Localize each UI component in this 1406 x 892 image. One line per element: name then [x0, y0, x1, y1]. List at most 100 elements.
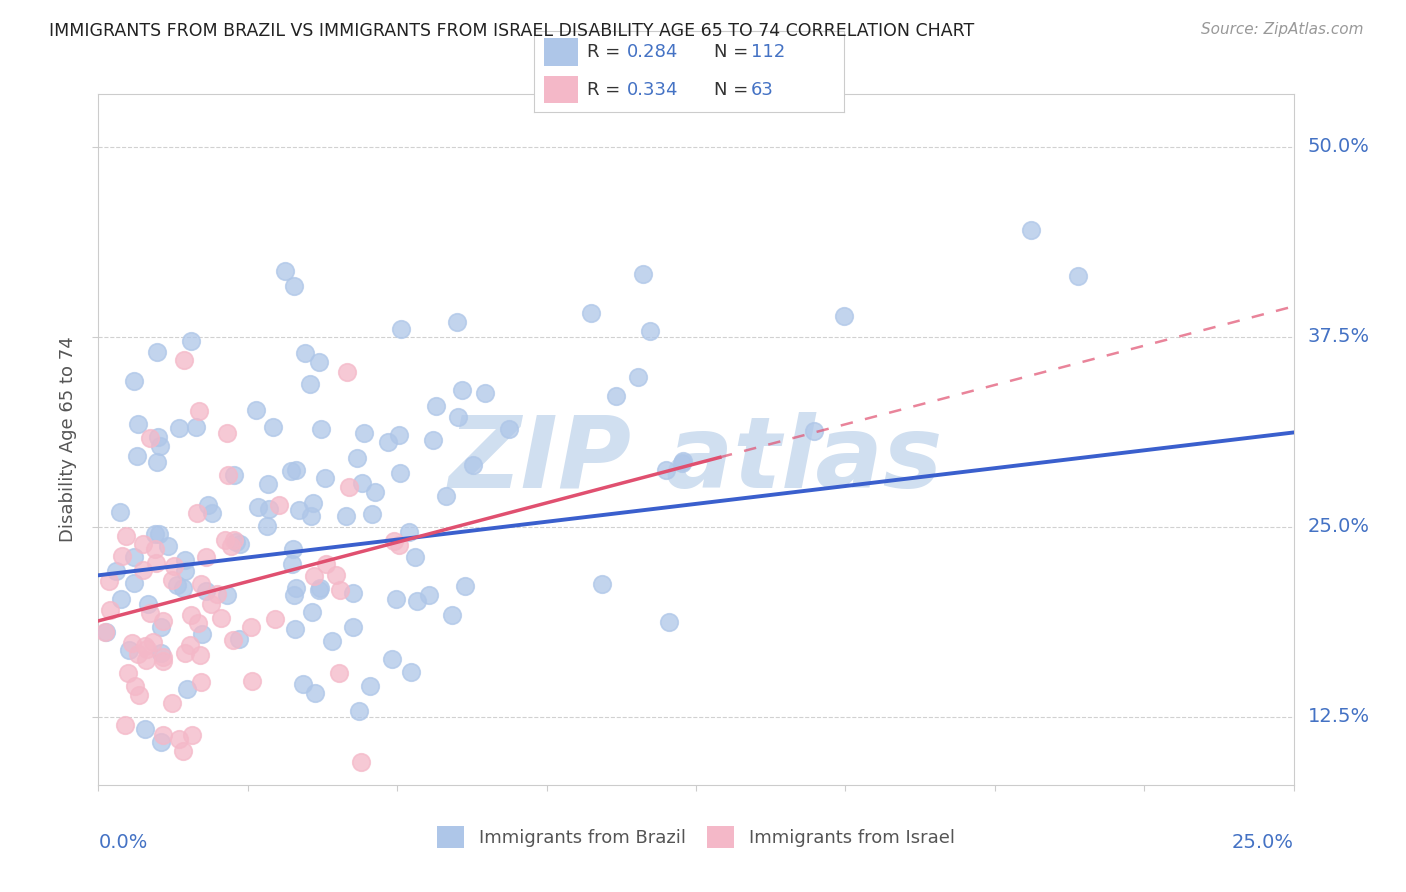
Point: [581, 306, 603, 320]
Point: [1019, 223, 1042, 237]
Point: [638, 324, 661, 338]
Point: [389, 321, 412, 335]
Point: [108, 505, 131, 519]
Point: [152, 654, 174, 668]
Point: [118, 642, 141, 657]
Point: [132, 536, 155, 550]
Point: [215, 588, 238, 602]
Point: [224, 533, 246, 548]
Point: [299, 377, 322, 392]
Point: [173, 553, 195, 567]
Point: [135, 653, 157, 667]
Point: [143, 542, 166, 557]
Point: [205, 587, 228, 601]
Point: [167, 421, 190, 435]
Point: [190, 577, 212, 591]
Point: [342, 620, 364, 634]
Point: [191, 627, 214, 641]
Point: [125, 450, 148, 464]
Point: [127, 647, 149, 661]
Point: [94, 625, 117, 640]
Text: R =: R =: [586, 43, 626, 61]
Point: [145, 556, 167, 570]
Point: [152, 728, 174, 742]
Point: [1067, 268, 1090, 283]
Point: [352, 475, 374, 490]
Point: [304, 568, 326, 582]
Point: [152, 650, 174, 665]
Point: [134, 722, 156, 736]
Point: [184, 420, 207, 434]
Point: [440, 607, 463, 622]
Point: [219, 540, 242, 554]
Point: [214, 533, 236, 547]
Point: [627, 369, 650, 384]
Point: [114, 718, 136, 732]
Point: [149, 646, 172, 660]
Point: [172, 581, 194, 595]
Point: [98, 603, 121, 617]
Point: [149, 439, 172, 453]
Point: [315, 557, 337, 571]
Point: [605, 389, 627, 403]
Text: 37.5%: 37.5%: [1308, 327, 1369, 346]
Point: [228, 632, 250, 647]
Point: [301, 605, 323, 619]
Point: [174, 647, 197, 661]
Point: [308, 355, 330, 369]
Point: [349, 704, 371, 718]
Point: [404, 549, 426, 564]
Text: 63: 63: [751, 81, 773, 99]
Point: [301, 496, 323, 510]
Text: N =: N =: [714, 43, 754, 61]
Text: IMMIGRANTS FROM BRAZIL VS IMMIGRANTS FROM ISRAEL DISABILITY AGE 65 TO 74 CORRELA: IMMIGRANTS FROM BRAZIL VS IMMIGRANTS FRO…: [49, 22, 974, 40]
Point: [242, 674, 264, 689]
Point: [337, 480, 360, 494]
Point: [217, 468, 239, 483]
Point: [105, 564, 128, 578]
Point: [225, 535, 247, 549]
Point: [281, 541, 304, 556]
Point: [139, 431, 162, 445]
Point: [342, 586, 364, 600]
Point: [152, 614, 174, 628]
Point: [388, 427, 411, 442]
Point: [671, 453, 693, 467]
Point: [399, 665, 422, 679]
Point: [98, 574, 121, 588]
Text: 0.334: 0.334: [627, 81, 679, 99]
Point: [163, 558, 186, 573]
Point: [122, 375, 145, 389]
Point: [200, 598, 222, 612]
Point: [134, 639, 156, 653]
Point: [224, 467, 246, 482]
Point: [283, 279, 305, 293]
Point: [167, 731, 190, 746]
Point: [353, 426, 375, 441]
Point: [117, 665, 139, 680]
Point: [631, 267, 654, 281]
Point: [172, 744, 194, 758]
Point: [434, 489, 457, 503]
Point: [115, 529, 138, 543]
Bar: [544, 38, 578, 66]
Point: [138, 606, 160, 620]
Text: Source: ZipAtlas.com: Source: ZipAtlas.com: [1201, 22, 1364, 37]
Point: [156, 539, 179, 553]
Point: [180, 729, 202, 743]
Point: [96, 625, 118, 640]
Point: [110, 591, 132, 606]
Point: [405, 594, 427, 608]
Point: [263, 797, 285, 811]
Point: [285, 581, 308, 595]
Legend: Immigrants from Brazil, Immigrants from Israel: Immigrants from Brazil, Immigrants from …: [430, 819, 962, 855]
Point: [245, 402, 267, 417]
Point: [294, 346, 316, 360]
Point: [247, 500, 270, 515]
Point: [148, 527, 170, 541]
Point: [256, 477, 278, 491]
Text: 0.0%: 0.0%: [98, 833, 148, 853]
Point: [315, 471, 337, 485]
Point: [377, 435, 399, 450]
Point: [671, 456, 693, 470]
